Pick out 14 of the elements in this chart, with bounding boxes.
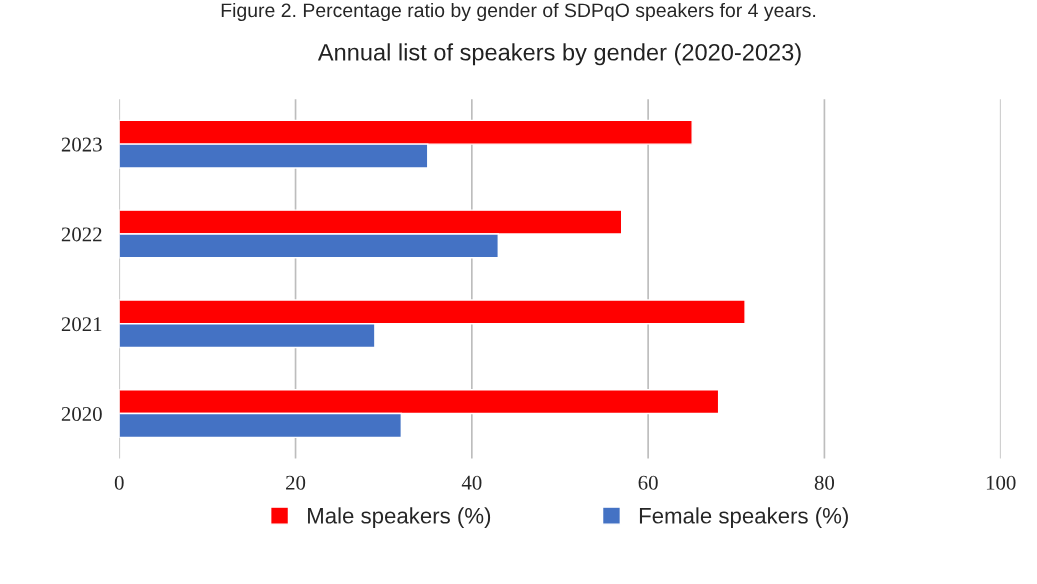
y-tick-label: 2023 xyxy=(61,137,102,152)
y-tick-label: 2022 xyxy=(61,227,102,242)
caption: Figure 2. Percentage ratio by gender of SDPqO speakers for 4 years. xyxy=(221,2,816,22)
chart-title: Annual list of speakers by gender (2020-2023) xyxy=(317,43,801,66)
x-tick-label: 40 xyxy=(461,475,482,490)
legend-label: Male speakers (%) xyxy=(308,507,491,529)
y-tick-label: 2020 xyxy=(61,406,102,421)
legend-label: Female speakers (%) xyxy=(639,507,848,529)
x-tick-label: 60 xyxy=(638,475,658,490)
x-tick-label: 80 xyxy=(814,475,835,490)
x-tick-label: 20 xyxy=(286,475,306,490)
x-tick-label: 100 xyxy=(986,475,1016,490)
y-tick-label: 2021 xyxy=(61,317,102,332)
x-tick-label: 0 xyxy=(114,475,124,490)
